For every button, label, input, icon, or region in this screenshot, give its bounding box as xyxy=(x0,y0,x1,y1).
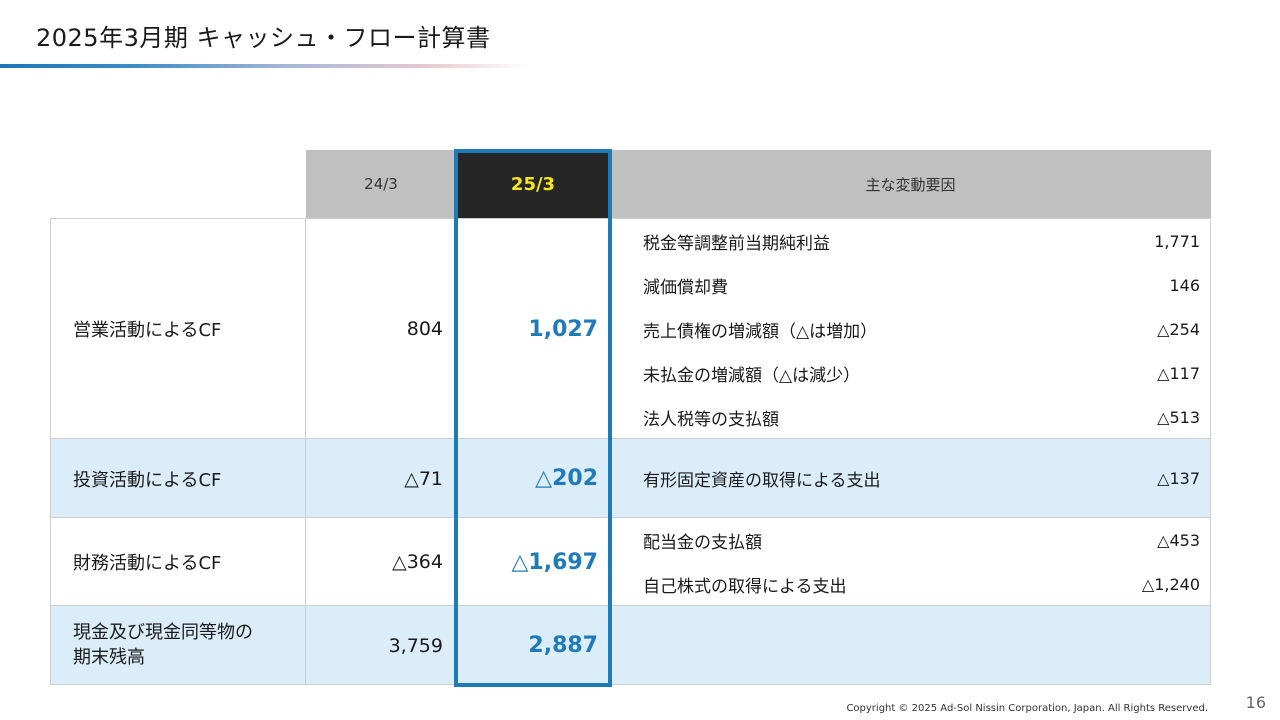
row-label: 営業活動によるCF xyxy=(50,219,306,439)
prev-value: △364 xyxy=(306,518,456,606)
table-bottom-border xyxy=(50,684,1211,685)
table-row-operating: 営業活動によるCF 804 1,027 税金等調整前当期純利益 1,771 減価償… xyxy=(50,218,1211,439)
factor-value: △137 xyxy=(1157,469,1200,488)
row-label: 投資活動によるCF xyxy=(50,439,306,518)
factor-item: 税金等調整前当期純利益 1,771 xyxy=(611,219,1210,263)
table-header: 24/3 25/3 主な変動要因 xyxy=(306,150,1211,218)
factor-item: 減価償却費 146 xyxy=(611,263,1210,307)
factor-value: △254 xyxy=(1157,319,1200,339)
header-prev-year: 24/3 xyxy=(364,175,398,193)
factor-value: △117 xyxy=(1157,363,1200,383)
factor-item: 法人税等の支払額 △513 xyxy=(611,395,1210,439)
table-row-ending-balance: 現金及び現金同等物の 期末残高 3,759 2,887 xyxy=(50,605,1211,685)
prev-value: △71 xyxy=(306,439,456,518)
factor-name: 有形固定資産の取得による支出 xyxy=(643,471,881,491)
factor-name: 税金等調整前当期純利益 xyxy=(643,233,830,254)
row-label-line2: 期末残高 xyxy=(73,646,145,668)
page-number: 16 xyxy=(1245,693,1266,712)
factor-name: 減価償却費 xyxy=(643,277,728,298)
title-underline xyxy=(0,64,530,68)
factor-list: 有形固定資産の取得による支出 △137 xyxy=(610,439,1211,518)
prev-value: 3,759 xyxy=(306,606,456,685)
row-label-line1: 現金及び現金同等物の xyxy=(73,622,253,644)
factor-list: 税金等調整前当期純利益 1,771 減価償却費 146 売上債権の増減額（△は増加）… xyxy=(610,219,1211,439)
factor-value: △513 xyxy=(1157,407,1200,427)
row-label: 現金及び現金同等物の 期末残高 xyxy=(50,606,306,685)
factor-name: 配当金の支払額 xyxy=(643,532,762,553)
current-value: 1,027 xyxy=(528,316,598,342)
factor-name: 未払金の増減額（△は減少） xyxy=(643,365,861,386)
current-value: △202 xyxy=(535,466,598,491)
factor-list-empty xyxy=(610,606,1211,685)
factor-value: △1,240 xyxy=(1141,574,1200,594)
factor-item: 配当金の支払額 △453 xyxy=(611,518,1210,562)
factor-item: 有形固定資産の取得による支出 △137 xyxy=(611,457,1210,501)
factor-name: 自己株式の取得による支出 xyxy=(643,576,847,597)
header-factors: 主な変動要因 xyxy=(865,175,956,194)
factor-value: △453 xyxy=(1157,530,1200,550)
table-row-investing: 投資活動によるCF △71 △202 有形固定資産の取得による支出 △137 xyxy=(50,438,1211,518)
table-row-financing: 財務活動によるCF △364 △1,697 配当金の支払額 △453 自己株式の取… xyxy=(50,517,1211,606)
copyright: Copyright © 2025 Ad-Sol Nissin Corporati… xyxy=(846,703,1208,714)
header-current-year: 25/3 xyxy=(456,150,610,218)
factor-value: 1,771 xyxy=(1154,231,1200,251)
factor-item: 売上債権の増減額（△は増加） △254 xyxy=(611,307,1210,351)
factor-item: 自己株式の取得による支出 △1,240 xyxy=(611,562,1210,606)
row-label: 財務活動によるCF xyxy=(50,518,306,606)
factor-list: 配当金の支払額 △453 自己株式の取得による支出 △1,240 xyxy=(610,518,1211,606)
current-value: 2,887 xyxy=(528,633,598,658)
factor-name: 法人税等の支払額 xyxy=(643,409,779,430)
factor-value: 146 xyxy=(1169,275,1200,295)
factor-name: 売上債権の増減額（△は増加） xyxy=(643,321,878,342)
factor-item: 未払金の増減額（△は減少） △117 xyxy=(611,351,1210,395)
prev-value: 804 xyxy=(306,219,456,439)
page-title: 2025年3月期 キャッシュ・フロー計算書 xyxy=(36,24,491,52)
current-value: △1,697 xyxy=(511,549,598,575)
